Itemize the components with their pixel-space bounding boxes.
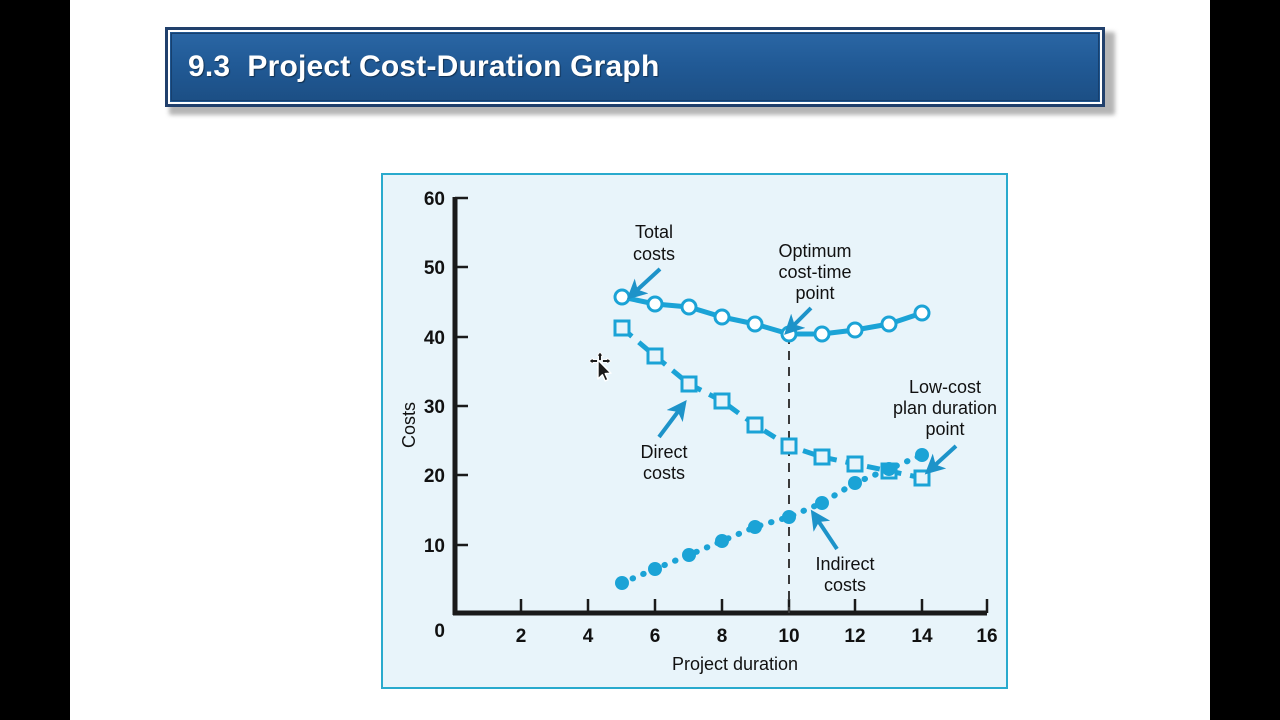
title-banner: 9.3 Project Cost-Duration Graph [165,27,1115,115]
x-tick-label-2: 2 [516,626,527,647]
y-tick-label-20: 20 [424,466,445,487]
title-banner-frame: 9.3 Project Cost-Duration Graph [165,27,1105,107]
x-tick-label-10: 10 [778,626,799,647]
annotation-optimum-arrow [784,306,813,335]
annotation-total-costs-line1: Total [635,222,673,242]
data-point-indirect [715,534,729,548]
x-tick-label-6: 6 [650,626,661,647]
data-point-direct [613,319,631,337]
x-tick-label-8: 8 [717,626,728,647]
data-point-direct [913,469,931,487]
annotation-direct-costs-line1: Direct [640,442,687,462]
data-point-direct [680,375,698,393]
annotation-total-costs: Total costs [626,222,675,300]
annotation-direct-costs-arrow [657,400,687,439]
chart-panel: 60 50 40 30 20 10 0 2 4 6 8 10 12 14 16 [381,173,1008,689]
annotation-total-costs-arrow [626,267,662,300]
letterbox-bar-left [0,0,70,720]
data-point-total [780,325,798,343]
annotation-low-cost-line2: plan duration [893,398,997,418]
annotation-total-costs-line2: costs [633,244,675,264]
title-banner-fill: 9.3 Project Cost-Duration Graph [171,33,1099,101]
data-point-indirect [748,520,762,534]
data-point-direct [780,437,798,455]
y-tick-label-30: 30 [424,397,445,418]
annotation-low-cost-line3: point [925,419,964,439]
page-title: 9.3 Project Cost-Duration Graph [188,50,660,83]
letterbox-bar-right [1210,0,1280,720]
data-point-indirect [682,548,696,562]
series-indirect-costs [615,448,929,590]
series-total-costs [613,288,931,343]
data-point-direct [746,416,764,434]
x-tick-label-14: 14 [911,626,933,647]
annotation-indirect-costs-line1: Indirect [815,554,874,574]
data-point-indirect [615,576,629,590]
annotation-optimum-line2: cost-time [778,262,851,282]
x-tick-label-12: 12 [844,626,865,647]
annotation-direct-costs-line2: costs [643,463,685,483]
data-point-direct [646,347,664,365]
data-point-indirect [848,476,862,490]
y-tick-label-40: 40 [424,328,445,349]
annotation-indirect-costs-arrow [810,509,839,551]
x-axis-ticks [519,599,989,613]
x-tick-label-16: 16 [976,626,997,647]
slide-canvas: 9.3 Project Cost-Duration Graph [70,0,1210,720]
data-point-indirect [882,462,896,476]
y-axis-ticks [455,196,468,547]
y-tick-label-0: 0 [434,621,445,642]
data-point-indirect [815,496,829,510]
data-point-total [646,295,664,313]
annotation-low-cost-point: Low-cost plan duration point [893,377,997,475]
y-tick-label-60: 60 [424,189,445,210]
data-point-total [713,308,731,326]
data-point-total [913,304,931,322]
annotation-optimum-line1: Optimum [778,241,851,261]
data-point-indirect [648,562,662,576]
annotation-indirect-costs-line2: costs [824,575,866,595]
cost-duration-chart: 60 50 40 30 20 10 0 2 4 6 8 10 12 14 16 [399,189,998,674]
data-point-total [846,321,864,339]
x-tick-label-4: 4 [583,626,594,647]
y-tick-label-10: 10 [424,536,445,557]
data-point-total [746,315,764,333]
annotation-optimum-line3: point [795,283,834,303]
data-point-direct [813,448,831,466]
annotation-direct-costs: Direct costs [640,400,688,483]
data-point-indirect [915,448,929,462]
x-axis-title: Project duration [672,654,798,674]
data-point-indirect [782,510,796,524]
data-point-direct [846,455,864,473]
annotation-optimum-point: Optimum cost-time point [778,241,852,335]
y-tick-label-50: 50 [424,258,445,279]
data-point-direct [713,392,731,410]
annotation-indirect-costs: Indirect costs [810,509,875,595]
data-point-total [813,325,831,343]
y-axis-title: Costs [399,402,419,448]
annotation-low-cost-arrow [924,444,958,475]
data-point-total [880,315,898,333]
annotation-low-cost-line1: Low-cost [909,377,981,397]
data-point-total [680,298,698,316]
data-point-total [613,288,631,306]
